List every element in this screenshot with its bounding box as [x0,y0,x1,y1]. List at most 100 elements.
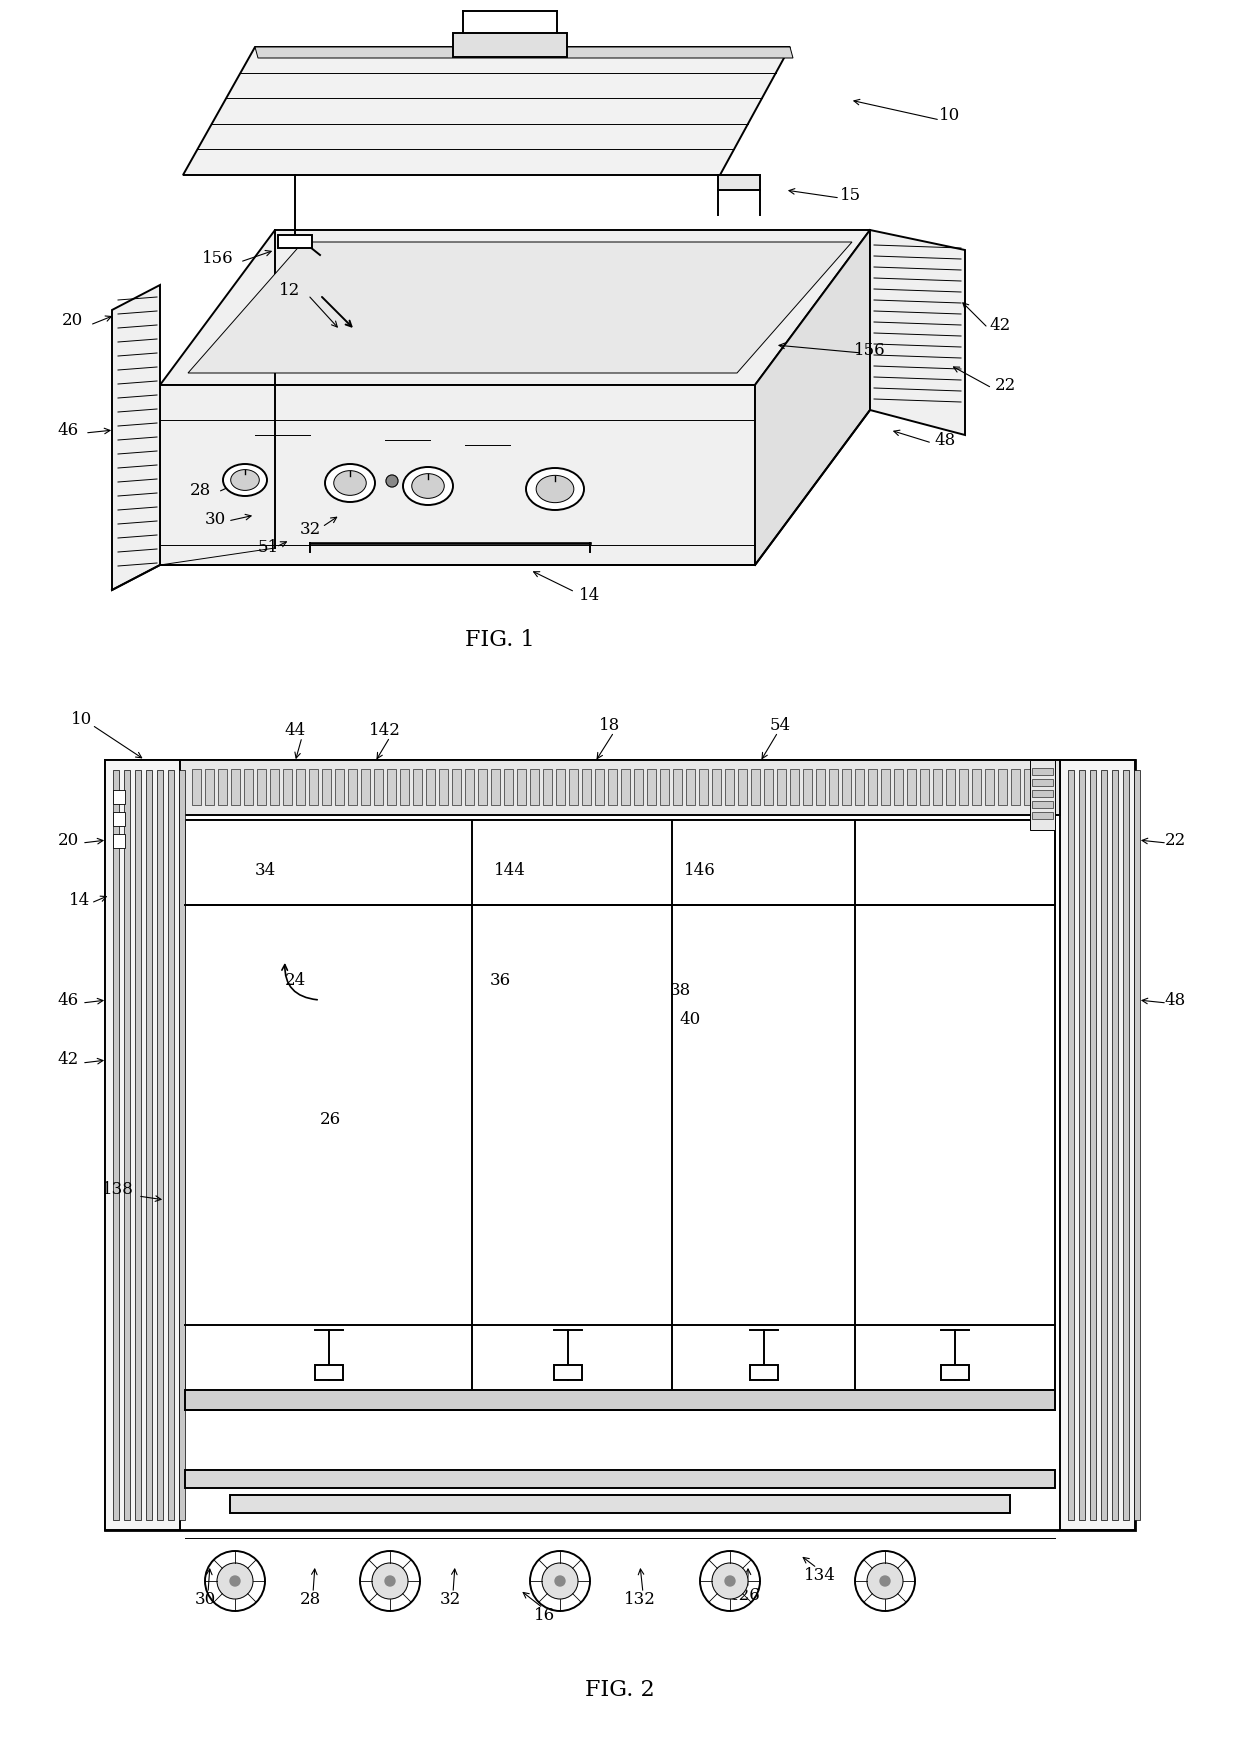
Bar [157,770,162,1520]
Ellipse shape [403,466,453,505]
Text: 10: 10 [72,712,93,729]
Circle shape [725,1576,735,1586]
Bar [554,1366,582,1380]
Ellipse shape [325,465,374,501]
Bar [1032,812,1053,819]
Bar [595,770,604,805]
Bar [1032,768,1053,775]
Bar [185,820,1055,1409]
Bar [185,1390,1055,1409]
Bar [1032,801,1053,808]
Text: 14: 14 [69,892,91,908]
Bar [1068,770,1074,1520]
Circle shape [867,1564,903,1599]
Polygon shape [255,47,794,58]
Bar [751,770,760,805]
Polygon shape [184,47,790,175]
Bar [569,770,578,805]
Text: 36: 36 [490,971,511,989]
Circle shape [880,1576,890,1586]
Polygon shape [755,230,870,564]
Text: 28: 28 [299,1592,321,1609]
Bar [749,1366,777,1380]
Bar [517,770,526,805]
Text: 156: 156 [202,249,234,266]
Bar [231,770,241,805]
Bar [105,761,1135,1530]
Circle shape [217,1564,253,1599]
Text: 22: 22 [1164,831,1185,848]
Circle shape [229,1576,241,1586]
Text: 26: 26 [320,1111,341,1129]
Text: 46: 46 [57,421,78,438]
Text: 18: 18 [599,717,621,733]
Ellipse shape [412,473,444,498]
Bar [205,770,215,805]
Bar [830,770,838,805]
Text: 54: 54 [770,717,791,733]
Text: 12: 12 [279,282,300,298]
Bar [556,770,565,805]
Bar [608,770,618,805]
Bar [113,834,125,848]
Bar [1060,761,1135,1530]
Bar [1112,770,1118,1520]
Bar [816,770,825,805]
Bar [647,770,656,805]
Text: 30: 30 [205,512,226,528]
Text: 46: 46 [57,992,78,1008]
Bar [1079,770,1085,1520]
Circle shape [542,1564,578,1599]
Bar [941,1366,968,1380]
Text: 15: 15 [839,186,861,203]
Bar [503,770,513,805]
Bar [543,770,552,805]
Bar [105,761,180,1530]
Text: FIG. 1: FIG. 1 [465,629,534,650]
Ellipse shape [536,475,574,503]
Text: 51: 51 [258,540,279,556]
Bar [985,770,994,805]
Bar [257,770,267,805]
Bar [315,1366,342,1380]
Bar [185,820,1055,905]
Bar [477,770,487,805]
Bar [932,770,942,805]
Text: 22: 22 [994,377,1016,393]
Bar [427,770,435,805]
Bar [998,770,1007,805]
Bar [880,770,890,805]
Bar [959,770,968,805]
Ellipse shape [223,465,267,496]
Bar [135,770,141,1520]
Bar [296,770,305,805]
Polygon shape [870,230,965,435]
Bar [124,770,130,1520]
Text: 134: 134 [804,1567,836,1583]
Text: 126: 126 [729,1586,761,1604]
Bar [113,770,119,1520]
Bar [673,770,682,805]
Bar [1030,761,1055,829]
Text: 142: 142 [370,722,401,738]
Text: 24: 24 [284,971,305,989]
Text: 28: 28 [190,482,211,498]
Text: 48: 48 [935,431,956,449]
Circle shape [386,475,398,487]
Bar [972,770,981,805]
Ellipse shape [231,470,259,491]
Text: 44: 44 [284,722,305,738]
Text: 16: 16 [534,1606,556,1623]
Bar [1032,791,1053,798]
Bar [192,770,201,805]
Circle shape [529,1551,590,1611]
Text: 20: 20 [57,831,78,848]
Text: 42: 42 [57,1052,78,1069]
Bar [180,761,1060,815]
Circle shape [360,1551,420,1611]
Bar [686,770,694,805]
Bar [465,770,474,805]
Bar [401,770,409,805]
Bar [374,770,383,805]
Text: 14: 14 [579,587,600,603]
